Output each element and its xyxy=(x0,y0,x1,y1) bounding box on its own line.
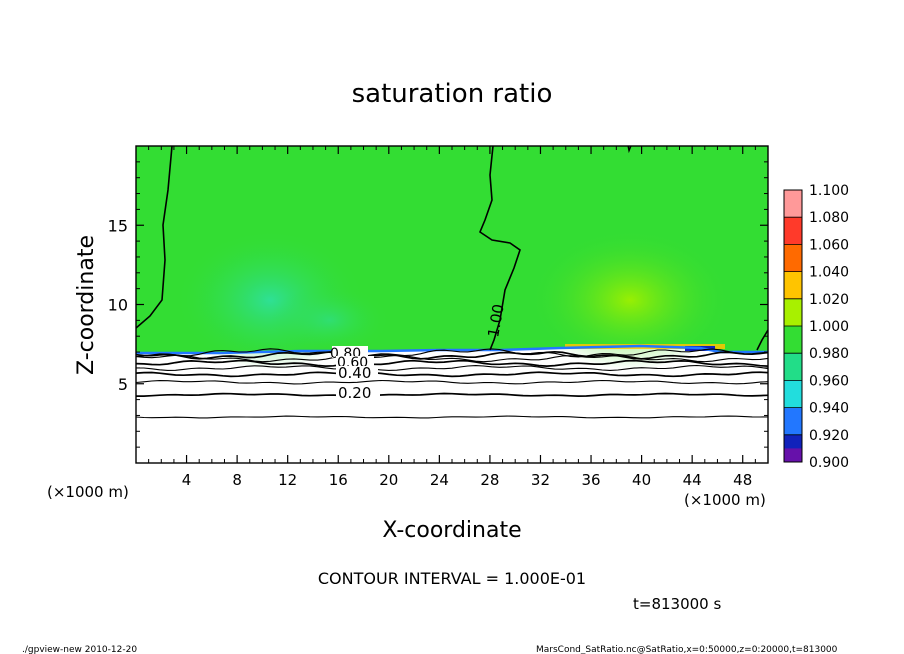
high-saturation-blob xyxy=(530,230,730,370)
x-tick-label: 40 xyxy=(632,471,651,489)
colorbar-label: 0.960 xyxy=(809,373,849,389)
colorbar-label: 1.080 xyxy=(809,210,849,226)
y-tick-label: 10 xyxy=(108,296,128,315)
x-tick-label: 4 xyxy=(182,471,192,489)
x-tick-label: 20 xyxy=(379,471,398,489)
contour-label-0-20: 0.20 xyxy=(338,384,371,402)
contour-label-1-00: 1.00 xyxy=(484,303,508,339)
x-tick-label: 8 xyxy=(232,471,242,489)
contour-lines xyxy=(136,348,768,419)
contour-1-00-middle xyxy=(479,146,521,351)
colorbar-swatch xyxy=(784,190,802,218)
contour-1-00-left xyxy=(136,146,173,329)
colorbar-label: 0.920 xyxy=(809,428,849,444)
contour-line xyxy=(136,350,768,360)
contour-interval-text: CONTOUR INTERVAL = 1.000E-01 xyxy=(318,569,586,588)
low-saturation-blob-2 xyxy=(270,285,390,355)
x-unit-left: (×1000 m) xyxy=(47,483,129,501)
label-bg xyxy=(332,346,368,358)
colorbar-swatch xyxy=(784,407,802,436)
y-tick-label: 5 xyxy=(118,375,128,394)
colorbar-swatch xyxy=(784,244,802,273)
colorbar-label: 1.000 xyxy=(809,319,849,335)
contour-1-00-top-nub xyxy=(627,146,632,154)
x-tick-label: 24 xyxy=(430,471,449,489)
colorbar-swatch xyxy=(784,448,802,462)
contour-line xyxy=(136,392,768,397)
y-tick-label: 15 xyxy=(108,216,128,235)
x-tick-label: 16 xyxy=(329,471,348,489)
colorbar-swatch xyxy=(784,271,802,300)
plot-field xyxy=(136,146,768,463)
contour-line xyxy=(136,348,768,358)
colorbar-label: 0.940 xyxy=(809,401,849,417)
x-tick-label: 48 xyxy=(733,471,752,489)
colorbar-label: 1.100 xyxy=(809,183,849,199)
label-bg xyxy=(336,366,378,380)
contour-line xyxy=(136,354,768,363)
x-axis-label: X-coordinate xyxy=(382,518,521,543)
colorbar-label: 0.900 xyxy=(809,455,849,471)
colorbar-swatch xyxy=(784,353,802,381)
colorbar-label: 1.020 xyxy=(809,292,849,308)
contour-line xyxy=(136,359,768,367)
x-axis: 4 8 12 16 20 24 28 32 36 40 44 48 xyxy=(148,146,756,489)
colorbar-swatch xyxy=(784,298,802,327)
chart-title: saturation ratio xyxy=(352,79,553,109)
colorbar-label: 0.980 xyxy=(809,346,849,362)
contour-1-00-right xyxy=(756,329,768,351)
y-axis-label: Z-coordinate xyxy=(74,235,99,375)
colorbar-swatch xyxy=(784,326,802,354)
x-tick-label: 28 xyxy=(480,471,499,489)
colorbar-label: 1.060 xyxy=(809,237,849,253)
x-unit-right: (×1000 m) xyxy=(684,491,766,509)
colorbar-swatch xyxy=(784,217,802,245)
x-tick-label: 36 xyxy=(581,471,600,489)
contour-label-0-40: 0.40 xyxy=(338,364,371,382)
x-tick-label: 44 xyxy=(683,471,702,489)
contour-line xyxy=(136,371,768,378)
colorbar-swatch xyxy=(784,380,802,409)
x-tick-label: 32 xyxy=(531,471,550,489)
label-bg xyxy=(336,356,374,368)
colorbar-label: 1.040 xyxy=(809,265,849,281)
colorbar: 1.100 1.080 1.060 1.040 1.020 1.000 0.980 0.960… xyxy=(783,183,849,471)
x-tick-label: 12 xyxy=(278,471,297,489)
time-text: t=813000 s xyxy=(633,595,721,613)
label-bg xyxy=(336,386,380,400)
y-axis: 5 10 15 xyxy=(108,161,768,448)
contour-line xyxy=(136,415,768,419)
footer-left: ./gpview-new 2010-12-20 xyxy=(22,645,137,654)
contour-line xyxy=(136,379,768,385)
footer-right: MarsCond_SatRatio.nc@SatRatio,x=0:50000,… xyxy=(536,645,838,654)
contour-line xyxy=(136,364,768,371)
